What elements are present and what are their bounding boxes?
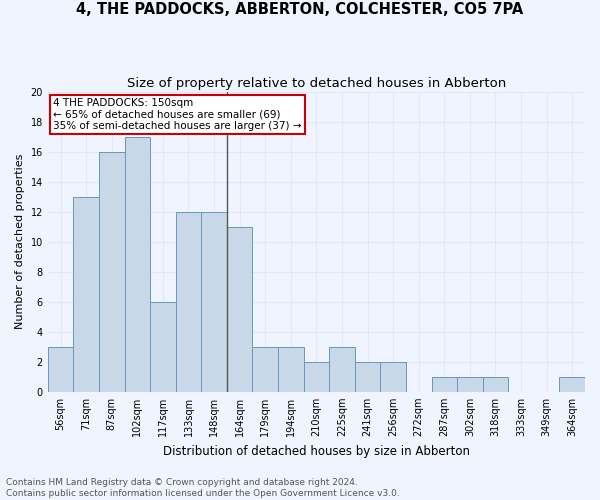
Bar: [73, 196, 99, 392]
Bar: [278, 347, 304, 392]
Bar: [48, 347, 73, 392]
Bar: [150, 302, 176, 392]
Bar: [125, 136, 150, 392]
Bar: [99, 152, 125, 392]
Bar: [355, 362, 380, 392]
Bar: [227, 226, 253, 392]
Text: 4 THE PADDOCKS: 150sqm
← 65% of detached houses are smaller (69)
35% of semi-det: 4 THE PADDOCKS: 150sqm ← 65% of detached…: [53, 98, 302, 131]
Bar: [431, 377, 457, 392]
Bar: [304, 362, 329, 392]
Text: Contains HM Land Registry data © Crown copyright and database right 2024.
Contai: Contains HM Land Registry data © Crown c…: [6, 478, 400, 498]
Bar: [329, 347, 355, 392]
Y-axis label: Number of detached properties: Number of detached properties: [15, 154, 25, 330]
Bar: [457, 377, 482, 392]
Bar: [253, 347, 278, 392]
Bar: [176, 212, 201, 392]
Bar: [482, 377, 508, 392]
Title: Size of property relative to detached houses in Abberton: Size of property relative to detached ho…: [127, 78, 506, 90]
Bar: [380, 362, 406, 392]
Bar: [559, 377, 585, 392]
X-axis label: Distribution of detached houses by size in Abberton: Distribution of detached houses by size …: [163, 444, 470, 458]
Bar: [201, 212, 227, 392]
Text: 4, THE PADDOCKS, ABBERTON, COLCHESTER, CO5 7PA: 4, THE PADDOCKS, ABBERTON, COLCHESTER, C…: [76, 2, 524, 18]
